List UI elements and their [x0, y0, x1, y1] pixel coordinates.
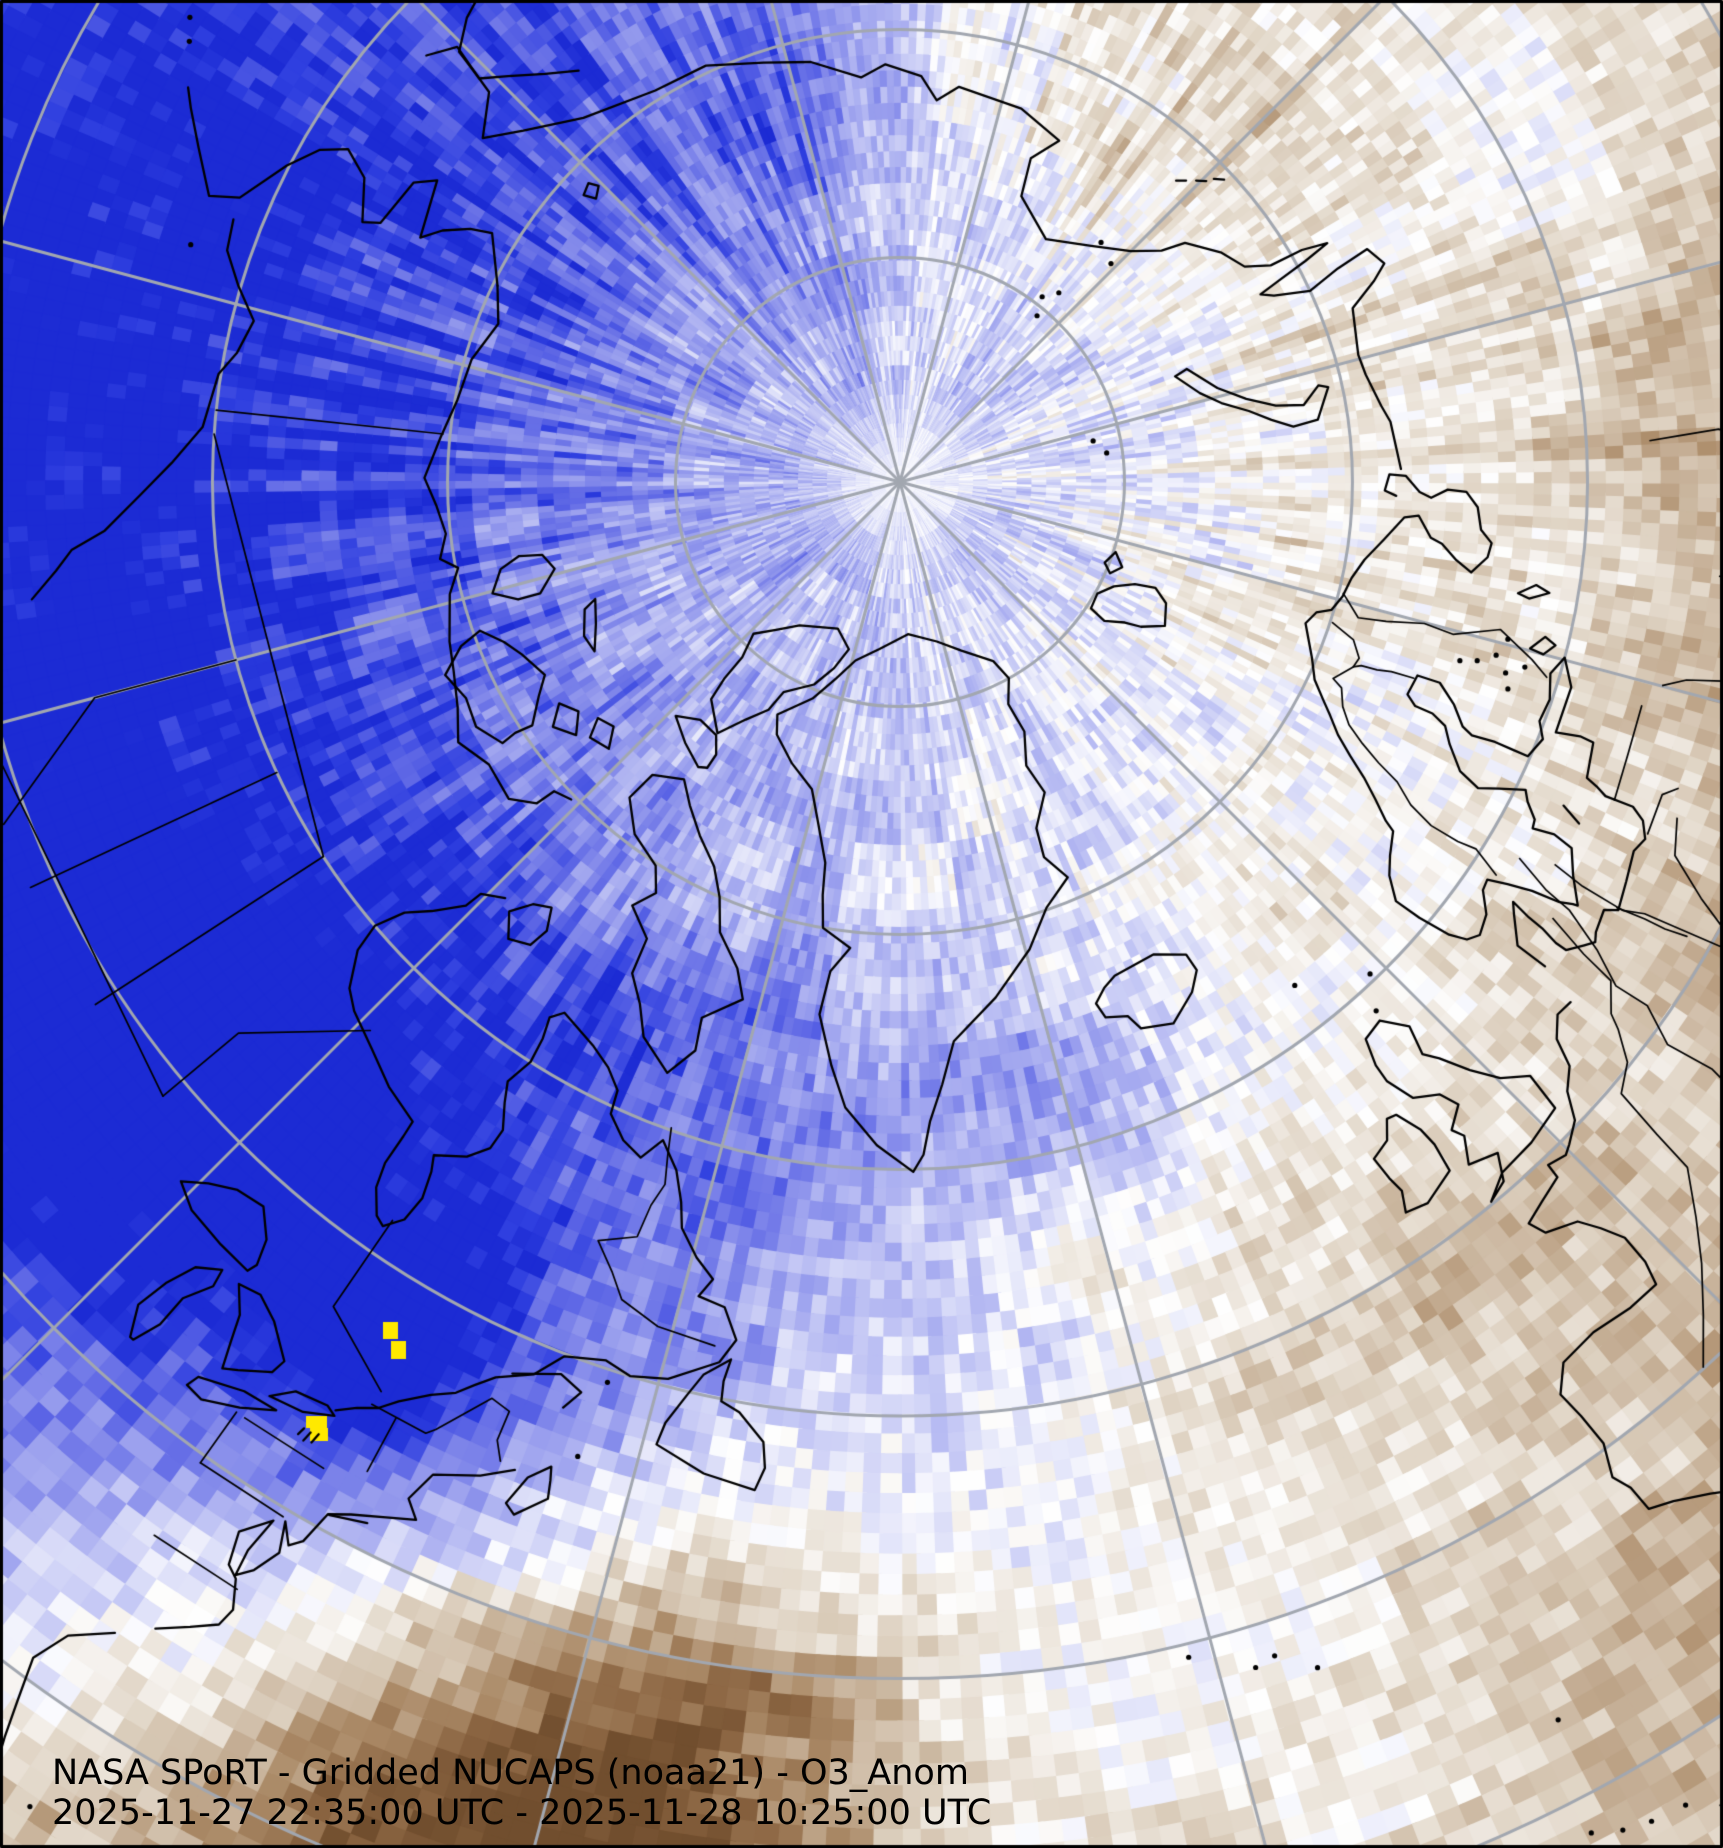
map-figure: NASA SPoRT - Gridded NUCAPS (noaa21) - O…	[0, 0, 1723, 1848]
o3-anomaly-map-canvas	[0, 0, 1723, 1848]
